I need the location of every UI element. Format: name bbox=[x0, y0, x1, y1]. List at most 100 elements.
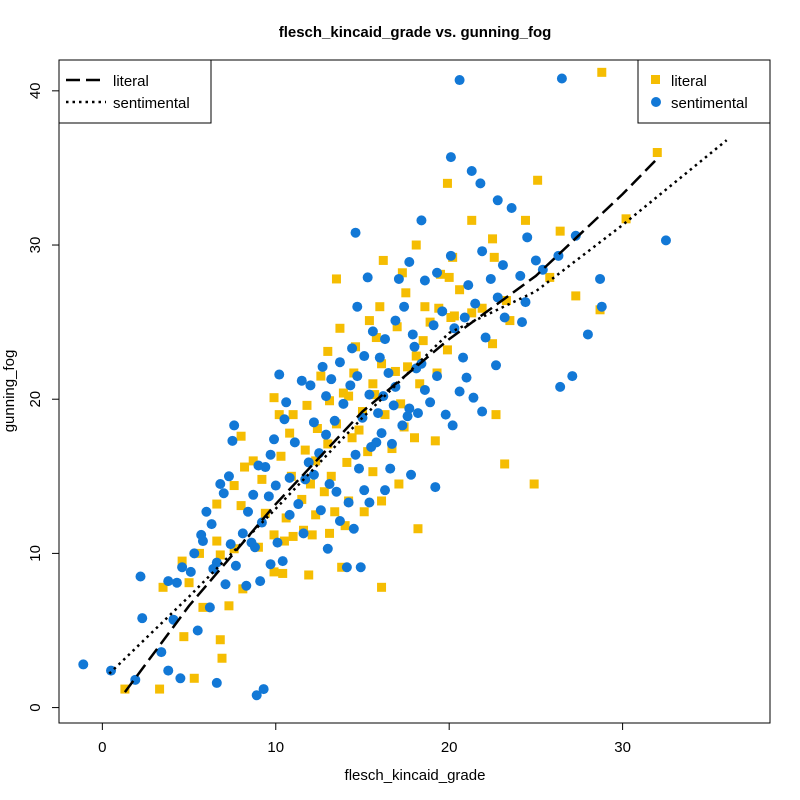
data-point-sentimental bbox=[555, 381, 566, 392]
data-point-sentimental bbox=[468, 392, 479, 403]
data-point-literal bbox=[368, 379, 378, 389]
data-point-literal bbox=[285, 428, 295, 438]
data-point-literal bbox=[189, 673, 199, 683]
data-point-sentimental bbox=[296, 375, 307, 386]
data-point-sentimental bbox=[432, 267, 443, 278]
data-point-literal bbox=[489, 252, 499, 262]
data-point-sentimental bbox=[251, 690, 262, 701]
data-point-sentimental bbox=[326, 374, 337, 385]
data-point-sentimental bbox=[385, 463, 396, 474]
data-point-literal bbox=[338, 388, 348, 398]
data-point-sentimental bbox=[225, 539, 236, 550]
data-point-sentimental bbox=[269, 434, 280, 445]
data-point-sentimental bbox=[215, 479, 226, 490]
data-point-literal bbox=[236, 431, 246, 441]
data-point-literal bbox=[257, 474, 267, 484]
data-point-sentimental bbox=[406, 469, 417, 480]
data-point-sentimental bbox=[402, 411, 413, 422]
data-point-sentimental bbox=[322, 543, 333, 554]
data-point-literal bbox=[488, 234, 498, 244]
data-point-literal bbox=[403, 362, 413, 372]
data-point-sentimental bbox=[303, 457, 314, 468]
data-point-sentimental bbox=[281, 397, 292, 408]
data-point-sentimental bbox=[595, 273, 606, 284]
data-point-sentimental bbox=[419, 384, 430, 395]
data-point-literal bbox=[520, 215, 530, 225]
data-point-literal bbox=[307, 530, 317, 540]
data-point-literal bbox=[571, 291, 581, 301]
data-point-literal bbox=[455, 285, 465, 295]
x-tick-label: 0 bbox=[98, 739, 106, 756]
data-point-sentimental bbox=[492, 195, 503, 206]
data-point-sentimental bbox=[300, 474, 311, 485]
data-point-literal bbox=[380, 410, 390, 420]
data-point-sentimental bbox=[596, 301, 607, 312]
data-point-literal bbox=[155, 684, 165, 694]
data-point-sentimental bbox=[137, 613, 148, 624]
data-point-sentimental bbox=[459, 312, 470, 323]
data-point-literal bbox=[377, 582, 387, 592]
data-point-literal bbox=[529, 479, 539, 489]
data-point-sentimental bbox=[274, 369, 285, 380]
data-point-sentimental bbox=[445, 250, 456, 261]
data-point-sentimental bbox=[196, 529, 207, 540]
data-point-literal bbox=[312, 424, 322, 434]
data-point-literal bbox=[260, 508, 270, 518]
data-point-sentimental bbox=[570, 230, 581, 241]
data-point-sentimental bbox=[556, 73, 567, 84]
data-point-literal bbox=[446, 312, 456, 322]
data-point-sentimental bbox=[404, 403, 415, 414]
y-tick-label: 10 bbox=[27, 545, 44, 562]
data-point-sentimental bbox=[407, 329, 418, 340]
data-point-literal bbox=[505, 316, 515, 326]
data-point-sentimental bbox=[352, 371, 363, 382]
data-point-sentimental bbox=[305, 380, 316, 391]
data-point-literal bbox=[278, 568, 288, 578]
legend-points-box bbox=[637, 59, 771, 124]
data-point-sentimental bbox=[263, 491, 274, 502]
data-point-sentimental bbox=[308, 417, 319, 428]
data-point-sentimental bbox=[272, 537, 283, 548]
data-point-literal bbox=[363, 447, 373, 457]
legend-square-marker bbox=[651, 75, 660, 84]
data-point-sentimental bbox=[440, 409, 451, 420]
legend-points-label-literal: literal bbox=[671, 73, 707, 90]
data-point-sentimental bbox=[515, 270, 526, 281]
data-point-sentimental bbox=[334, 357, 345, 368]
y-axis: 0 10 20 30 40 bbox=[27, 82, 60, 712]
data-point-sentimental bbox=[284, 509, 295, 520]
data-point-sentimental bbox=[350, 227, 361, 238]
data-point-sentimental bbox=[78, 659, 89, 670]
data-point-sentimental bbox=[218, 488, 229, 499]
data-point-literal bbox=[158, 582, 168, 592]
data-point-sentimental bbox=[364, 497, 375, 508]
data-point-literal bbox=[411, 240, 421, 250]
data-point-sentimental bbox=[376, 428, 387, 439]
y-tick-label: 0 bbox=[27, 703, 44, 711]
data-point-sentimental bbox=[454, 386, 465, 397]
data-point-sentimental bbox=[171, 577, 182, 588]
data-point-sentimental bbox=[279, 414, 290, 425]
data-point-sentimental bbox=[265, 559, 276, 570]
x-tick-label: 10 bbox=[267, 739, 284, 756]
data-point-sentimental bbox=[321, 391, 332, 402]
data-point-literal bbox=[316, 371, 326, 381]
data-point-literal bbox=[269, 530, 279, 540]
data-point-sentimental bbox=[237, 528, 248, 539]
data-point-literal bbox=[325, 396, 335, 406]
y-axis-label: gunning_fog bbox=[1, 350, 18, 433]
data-point-literal bbox=[331, 274, 341, 284]
data-point-sentimental bbox=[454, 75, 465, 86]
data-point-literal bbox=[323, 346, 333, 356]
data-point-sentimental bbox=[497, 260, 508, 271]
data-point-sentimental bbox=[432, 371, 443, 382]
data-point-sentimental bbox=[341, 562, 352, 573]
data-point-literal bbox=[364, 316, 374, 326]
data-point-sentimental bbox=[367, 326, 378, 337]
data-point-sentimental bbox=[253, 460, 264, 471]
data-point-literal bbox=[274, 410, 284, 420]
data-point-literal bbox=[304, 570, 314, 580]
data-point-sentimental bbox=[156, 647, 167, 658]
data-point-sentimental bbox=[428, 320, 439, 331]
